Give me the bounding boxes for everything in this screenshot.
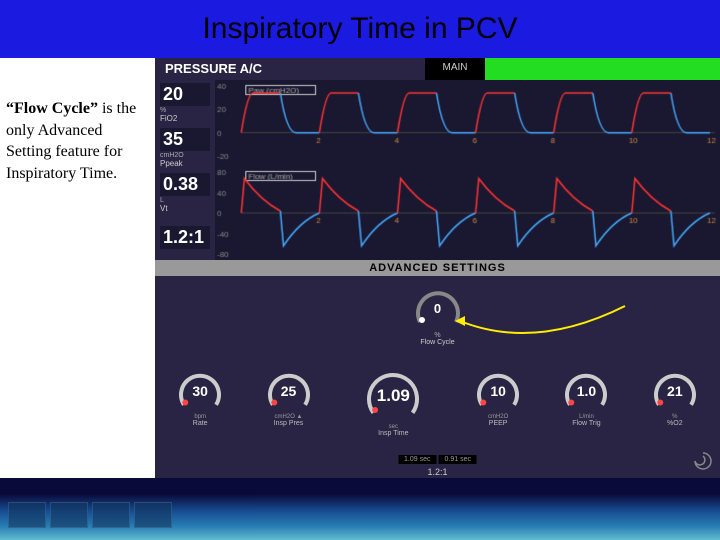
param-unit: % bbox=[160, 107, 210, 114]
tab-main[interactable]: MAIN bbox=[425, 58, 485, 80]
flow-cycle-value: 0 bbox=[414, 301, 462, 316]
param-ratio[interactable]: 1.2:1 bbox=[155, 215, 215, 260]
param-name: Vt bbox=[160, 204, 210, 213]
side-bold: “Flow Cycle” bbox=[6, 100, 98, 117]
param-vt[interactable]: 0.38 L Vt bbox=[155, 170, 215, 215]
param-fio2[interactable]: 20 % FiO2 bbox=[155, 80, 215, 125]
vent-header: PRESSURE A/C MAIN bbox=[155, 58, 720, 80]
mode-label: PRESSURE A/C bbox=[155, 58, 425, 80]
param-name: FiO2 bbox=[160, 114, 210, 123]
param-ppeak[interactable]: 35 cmH2O Ppeak bbox=[155, 125, 215, 170]
param-value: 35 bbox=[160, 128, 210, 151]
title-bar: Inspiratory Time in PCV bbox=[0, 0, 720, 58]
dial-value: 30 bbox=[177, 383, 223, 399]
param-value: 20 bbox=[160, 83, 210, 106]
footer-blocks bbox=[8, 502, 172, 528]
vent-body: 20 % FiO2 35 cmH2O Ppeak 0.38 L Vt 1.2:1 bbox=[155, 80, 720, 260]
dial-insp-pres[interactable]: 25cmH2O ▲Insp Pres bbox=[247, 368, 329, 427]
advanced-area: 0 % Flow Cycle bbox=[155, 276, 720, 366]
param-value: 1.2:1 bbox=[160, 226, 210, 249]
dial-value: 1.09 bbox=[365, 386, 421, 406]
dial-flow-trig[interactable]: 1.0L/minFlow Trig bbox=[545, 368, 627, 427]
waveform-area bbox=[215, 80, 720, 260]
dial-rate[interactable]: 30bpmRate bbox=[159, 368, 241, 427]
dial-%o2[interactable]: 21%%O2 bbox=[634, 368, 716, 427]
time-seg-exp: 0.91 sec bbox=[439, 455, 477, 464]
bottom-dial-row: 30bpmRate25cmH2O ▲Insp Pres1.09secInsp T… bbox=[155, 366, 720, 448]
dial-name: Insp Pres bbox=[247, 420, 329, 427]
side-text: “Flow Cycle” is the only Advanced Settin… bbox=[0, 58, 155, 478]
dial-name: PEEP bbox=[457, 420, 539, 427]
flow-cycle-dial[interactable]: 0 % Flow Cycle bbox=[408, 284, 468, 354]
param-column: 20 % FiO2 35 cmH2O Ppeak 0.38 L Vt 1.2:1 bbox=[155, 80, 215, 260]
dial-name: Flow Trig bbox=[545, 420, 627, 427]
dial-value: 25 bbox=[266, 383, 312, 399]
alarm-bar bbox=[485, 58, 720, 80]
dial-value: 10 bbox=[475, 383, 521, 399]
annotation-arrow-icon bbox=[455, 296, 635, 356]
dial-value: 1.0 bbox=[563, 383, 609, 399]
ratio-text: 1.2:1 bbox=[427, 467, 447, 477]
param-name: Ppeak bbox=[160, 159, 210, 168]
param-unit: cmH2O bbox=[160, 152, 210, 159]
dial-name: Rate bbox=[159, 420, 241, 427]
param-unit: L bbox=[160, 197, 210, 204]
param-value: 0.38 bbox=[160, 173, 210, 196]
swirl-icon bbox=[692, 450, 714, 472]
dial-value: 21 bbox=[652, 383, 698, 399]
ventilator-panel: PRESSURE A/C MAIN 20 % FiO2 35 cmH2O Ppe… bbox=[155, 58, 720, 478]
time-bar: 1.09 sec 0.91 sec bbox=[398, 455, 477, 464]
page-title: Inspiratory Time in PCV bbox=[202, 12, 517, 46]
time-seg-insp: 1.09 sec bbox=[398, 455, 436, 464]
dial-name: Insp Time bbox=[336, 430, 451, 437]
dial-insp-time[interactable]: 1.09secInsp Time bbox=[336, 368, 451, 437]
flow-cycle-name: Flow Cycle bbox=[408, 339, 468, 346]
flow-cycle-unit: % bbox=[408, 332, 468, 339]
advanced-settings-banner: ADVANCED SETTINGS bbox=[155, 260, 720, 276]
content-row: “Flow Cycle” is the only Advanced Settin… bbox=[0, 58, 720, 478]
dial-peep[interactable]: 10cmH2OPEEP bbox=[457, 368, 539, 427]
dial-name: %O2 bbox=[634, 420, 716, 427]
waveform-canvas bbox=[215, 80, 720, 260]
footer-gradient bbox=[0, 494, 720, 540]
